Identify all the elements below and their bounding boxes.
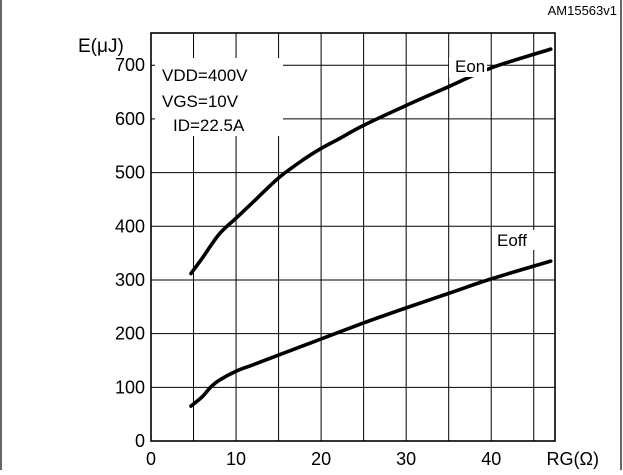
series-lines <box>189 47 553 408</box>
condition-vgs: VGS=10V <box>162 92 239 111</box>
series-label-eoff: Eoff <box>497 231 527 250</box>
figure-id: AM15563v1 <box>548 3 617 18</box>
series-line-eon <box>189 47 553 276</box>
plot-area-border <box>150 32 556 442</box>
x-tick-label: 0 <box>146 449 156 469</box>
x-tick-label: 20 <box>311 449 331 469</box>
series-line-eoff <box>189 259 553 408</box>
tick-labels: 0 100 200 300 400 500 600 700 0 10 20 30 40 <box>115 55 501 469</box>
x-axis-label: RG(Ω) <box>547 449 599 469</box>
condition-id: ID=22.5A <box>173 116 245 135</box>
y-tick-label: 300 <box>115 270 145 290</box>
series-label-eon: Eon <box>455 57 485 76</box>
y-tick-label: 600 <box>115 109 145 129</box>
eoff-label-bg <box>494 230 540 250</box>
condition-vdd: VDD=400V <box>162 66 248 85</box>
y-tick-label: 500 <box>115 163 145 183</box>
x-tick-label: 40 <box>481 449 501 469</box>
y-tick-label: 100 <box>115 377 145 397</box>
x-tick-label: 10 <box>226 449 246 469</box>
y-tick-label: 200 <box>115 324 145 344</box>
y-axis-label: E(μJ) <box>78 36 124 57</box>
y-tick-label: 400 <box>115 216 145 236</box>
y-tick-label: 700 <box>115 55 145 75</box>
eon-label-bg <box>449 57 487 77</box>
x-tick-label: 30 <box>396 449 416 469</box>
conditions-box <box>155 58 283 136</box>
y-tick-label: 0 <box>135 431 145 451</box>
